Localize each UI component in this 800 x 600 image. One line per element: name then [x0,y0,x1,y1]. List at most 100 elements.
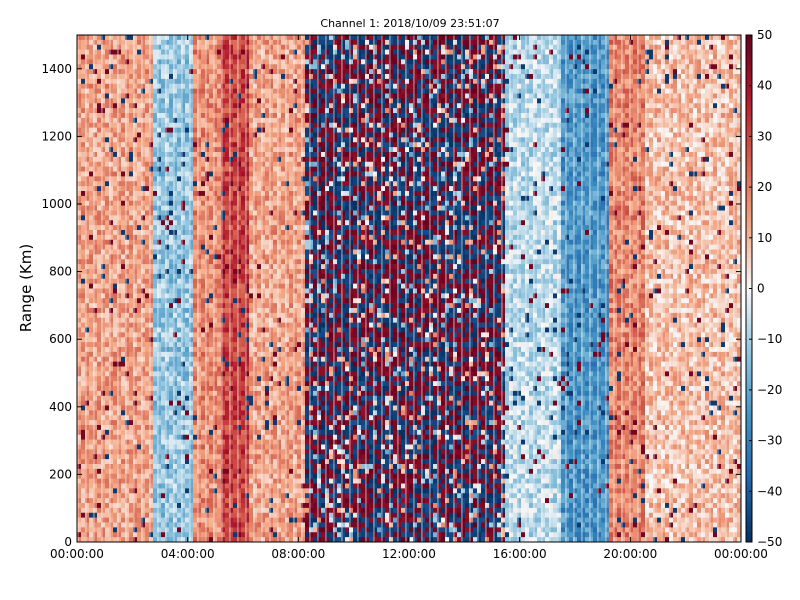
heatmap-cell [137,64,141,69]
heatmap-cell [233,488,237,493]
heatmap-cell [145,269,149,274]
heatmap-cell [193,196,197,201]
heatmap-cell [129,137,133,142]
heatmap-cell [233,181,237,186]
heatmap-cell [265,157,269,162]
heatmap-cell [185,123,189,128]
heatmap-cell [121,498,125,503]
heatmap-cell [209,147,213,152]
heatmap-cell [193,113,197,118]
heatmap-cell [81,396,85,401]
heatmap-cell [241,493,245,498]
heatmap-cell [113,406,117,411]
heatmap-cell [201,201,205,206]
heatmap-cell [153,94,157,99]
heatmap-cell [145,508,149,513]
heatmap-cell [97,469,101,474]
heatmap-cell [161,137,165,142]
heatmap-cell [145,391,149,396]
heatmap-cell [233,225,237,230]
heatmap-cell [265,440,269,445]
heatmap-cell [225,147,229,152]
heatmap-cell [249,84,253,89]
heatmap-cell [225,435,229,440]
heatmap-cell [201,259,205,264]
heatmap-cell [209,240,213,245]
heatmap-cell [257,240,261,245]
heatmap-cell [121,527,125,532]
heatmap-cell [217,250,221,255]
heatmap-cell [81,323,85,328]
heatmap-cell [161,191,165,196]
heatmap-cell [105,50,109,55]
heatmap-cell [265,118,269,123]
heatmap-cell [225,381,229,386]
heatmap-cell [161,142,165,147]
heatmap-cell [217,137,221,142]
heatmap-cell [129,479,133,484]
heatmap-cell [153,396,157,401]
heatmap-cell [105,303,109,308]
heatmap-cells [77,35,741,542]
heatmap-cell [121,308,125,313]
heatmap-cell [233,240,237,245]
heatmap-cell [169,235,173,240]
heatmap-cell [137,469,141,474]
heatmap-cell [257,381,261,386]
heatmap-cell [209,245,213,250]
heatmap-cell [129,532,133,537]
heatmap-cell [225,40,229,45]
heatmap-cell [185,196,189,201]
heatmap-cell [161,503,165,508]
heatmap-cell [89,518,93,523]
heatmap-cell [161,50,165,55]
heatmap-cell [265,484,269,489]
heatmap-cell [89,357,93,362]
heatmap-cell [81,523,85,528]
heatmap-cell [145,289,149,294]
heatmap-cell [209,328,213,333]
heatmap-cell [209,410,213,415]
heatmap-cell [105,289,109,294]
heatmap-cell [97,79,101,84]
heatmap-cell [241,284,245,289]
heatmap-cell [177,55,181,60]
heatmap-cell [249,474,253,479]
heatmap-cell [177,445,181,450]
heatmap-cell [161,113,165,118]
heatmap-cell [185,289,189,294]
heatmap-cell [201,55,205,60]
heatmap-cell [185,284,189,289]
heatmap-cell [241,206,245,211]
heatmap-cell [257,445,261,450]
heatmap-cell [145,435,149,440]
heatmap-cell [153,508,157,513]
heatmap-cell [161,167,165,172]
heatmap-cell [233,454,237,459]
heatmap-cell [121,142,125,147]
heatmap-cell [257,362,261,367]
heatmap-cell [201,133,205,138]
heatmap-cell [257,323,261,328]
heatmap-cell [217,440,221,445]
heatmap-cell [193,513,197,518]
heatmap-cell [177,113,181,118]
heatmap-cell [129,98,133,103]
heatmap-cell [257,391,261,396]
heatmap-cell [257,410,261,415]
heatmap-cell [177,391,181,396]
heatmap-cell [225,406,229,411]
heatmap-cell [161,225,165,230]
heatmap-cell [201,469,205,474]
heatmap-cell [129,406,133,411]
heatmap-cell [249,196,253,201]
heatmap-cell [97,269,101,274]
heatmap-cell [137,191,141,196]
heatmap-cell [193,347,197,352]
heatmap-cell [217,118,221,123]
heatmap-cell [153,347,157,352]
heatmap-cell [249,220,253,225]
heatmap-cell [129,118,133,123]
heatmap-cell [209,74,213,79]
heatmap-cell [241,362,245,367]
